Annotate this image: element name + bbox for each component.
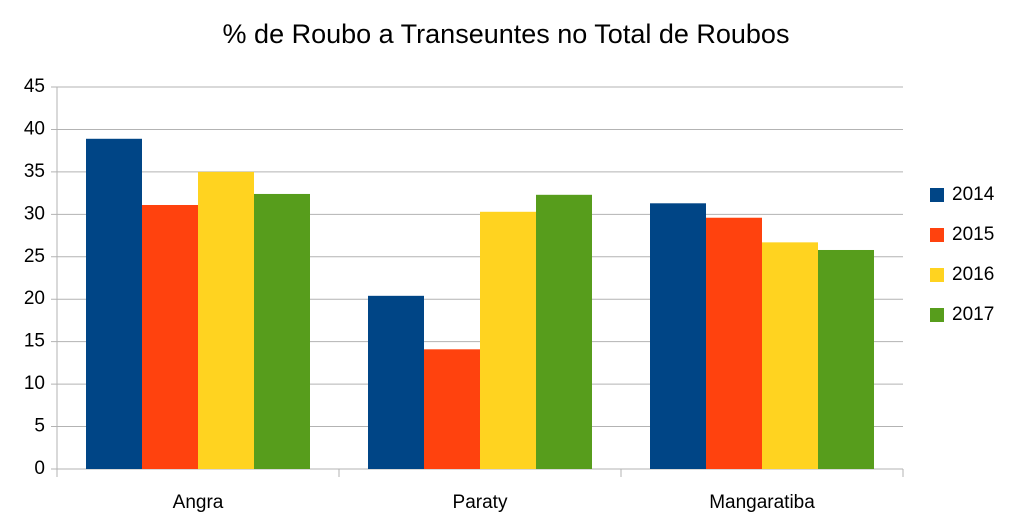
bar <box>254 193 310 469</box>
x-tick-label: Angra <box>173 492 224 513</box>
legend-swatch <box>930 188 944 202</box>
bar <box>706 217 762 469</box>
bar <box>480 211 536 469</box>
y-tick-label: 40 <box>24 118 45 139</box>
bar <box>86 138 142 469</box>
x-tick-label: Mangaratiba <box>709 492 815 513</box>
bar <box>818 249 874 469</box>
bar <box>762 242 818 469</box>
y-tick-label: 5 <box>34 416 45 437</box>
bar <box>368 295 424 469</box>
legend-swatch <box>930 228 944 242</box>
legend-swatch <box>930 308 944 322</box>
y-tick-label: 0 <box>34 458 45 479</box>
y-tick-label: 45 <box>24 76 45 97</box>
y-tick-label: 20 <box>24 288 45 309</box>
legend-label: 2014 <box>952 184 995 205</box>
x-tick-label: Paraty <box>453 492 508 513</box>
y-tick-label: 10 <box>24 373 45 394</box>
bar <box>536 194 592 469</box>
bar <box>650 203 706 469</box>
legend-label: 2017 <box>952 304 994 325</box>
y-tick-label: 30 <box>24 203 45 224</box>
legend-label: 2016 <box>952 264 994 285</box>
legend-label: 2015 <box>952 224 994 245</box>
bar <box>198 171 254 469</box>
y-tick-label: 25 <box>24 246 45 267</box>
bar <box>424 349 480 469</box>
y-tick-label: 35 <box>24 161 45 182</box>
y-tick-label: 15 <box>24 331 45 352</box>
legend-swatch <box>930 268 944 282</box>
bar <box>142 204 198 470</box>
chart-title: % de Roubo a Transeuntes no Total de Rou… <box>223 19 790 49</box>
